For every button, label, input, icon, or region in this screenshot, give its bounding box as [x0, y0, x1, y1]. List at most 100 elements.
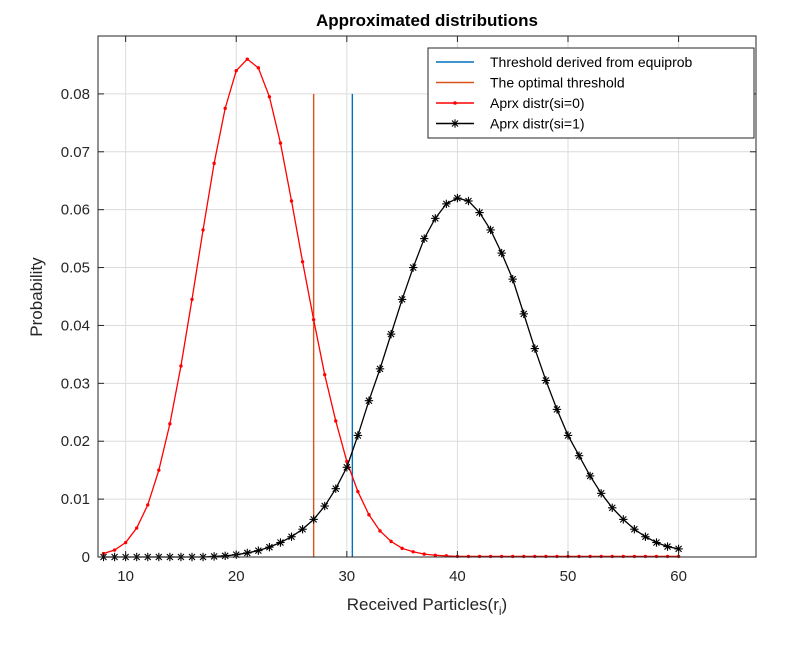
data-point	[267, 95, 272, 99]
data-point	[641, 532, 650, 541]
data-point	[311, 317, 316, 322]
data-point	[367, 513, 371, 517]
legend-item: Aprx distr(si=1)	[436, 116, 585, 132]
y-tick-label: 0.05	[61, 260, 90, 277]
y-tick-label: 0.08	[61, 86, 90, 103]
x-axis-label-subscript: i	[499, 604, 502, 618]
data-point	[323, 372, 327, 377]
data-point	[223, 106, 227, 111]
legend-label: Aprx distr(si=1)	[490, 116, 585, 132]
data-point	[179, 364, 183, 368]
ticks: 10 20 30 40 50 60 0 0.01 0.02 0.03 0.04 0.05 0.06 0.0…	[61, 36, 756, 585]
data-point	[254, 546, 263, 555]
legend: Threshold derived from equiprob The optim…	[427, 47, 755, 139]
data-point	[287, 532, 296, 541]
data-point	[342, 463, 352, 472]
data-point	[464, 196, 473, 206]
data-point	[563, 431, 573, 440]
data-point	[552, 405, 562, 414]
data-point	[619, 515, 628, 524]
legend-label: The optimal threshold	[490, 75, 625, 91]
x-axis-label: Received Particles(ri)	[347, 595, 507, 618]
legend-item: The optimal threshold	[436, 75, 625, 91]
x-tick-label: 40	[449, 568, 466, 585]
y-tick-label: 0.04	[61, 317, 90, 334]
data-point	[353, 431, 363, 440]
data-point	[135, 526, 139, 530]
data-point	[585, 471, 595, 481]
data-point	[209, 552, 219, 561]
data-point	[123, 540, 128, 545]
data-point	[408, 263, 418, 272]
data-point	[577, 554, 581, 559]
y-axis-label: Probability	[27, 257, 46, 337]
data-point	[453, 193, 462, 203]
data-point	[276, 538, 285, 547]
data-point	[466, 554, 471, 559]
data-point	[422, 552, 426, 556]
x-axis-label-main: Received Particles(r	[347, 595, 499, 614]
x-axis-label-suffix: )	[502, 595, 508, 614]
data-point	[431, 214, 440, 223]
x-tick-label: 30	[338, 568, 355, 585]
y-tick-label: 0.02	[61, 433, 90, 450]
data-point	[488, 554, 493, 559]
data-point	[533, 554, 537, 559]
data-point	[256, 66, 261, 70]
data-point	[300, 260, 305, 264]
data-point	[433, 553, 437, 557]
data-point	[190, 297, 194, 302]
data-point	[157, 468, 161, 472]
data-point	[541, 376, 551, 385]
x-tick-label: 50	[560, 568, 577, 585]
data-point	[345, 459, 349, 464]
data-point	[522, 554, 526, 559]
data-point	[334, 419, 338, 423]
data-point	[596, 489, 606, 498]
data-point	[608, 503, 617, 512]
data-point	[146, 503, 150, 507]
data-point	[508, 274, 517, 284]
x-tick-label: 60	[670, 568, 687, 585]
data-point	[386, 329, 396, 339]
legend-marker	[450, 119, 460, 128]
data-point	[475, 208, 484, 217]
data-point	[497, 248, 506, 258]
data-point	[442, 199, 451, 209]
data-point	[530, 344, 540, 353]
data-point	[477, 554, 482, 559]
plot-frame	[97, 35, 757, 558]
data-point	[519, 309, 528, 319]
data-point	[289, 199, 294, 203]
y-tick-label: 0.03	[61, 375, 90, 392]
data-point	[375, 364, 385, 374]
data-point	[665, 554, 670, 559]
data-point	[621, 554, 625, 559]
legend-label: Aprx distr(si=0)	[490, 95, 585, 111]
data-point	[420, 234, 429, 243]
data-point	[320, 501, 329, 511]
legend-label: Threshold derived from equiprob	[490, 54, 693, 70]
data-point	[588, 554, 592, 559]
data-point	[555, 554, 559, 559]
data-point	[610, 554, 614, 559]
data-point	[400, 546, 404, 551]
data-point	[364, 396, 374, 405]
data-point	[643, 554, 648, 559]
y-tick-label: 0.01	[61, 491, 90, 508]
x-tick-label: 20	[228, 568, 245, 585]
data-point	[397, 295, 407, 304]
data-point	[168, 422, 172, 426]
x-tick-label: 10	[117, 568, 134, 585]
data-point	[201, 228, 205, 232]
y-tick-label: 0.07	[61, 144, 90, 161]
data-point	[486, 225, 495, 235]
data-point	[212, 161, 216, 166]
data-point	[574, 451, 584, 460]
data-point	[243, 548, 252, 558]
data-point	[298, 525, 307, 534]
data-point	[511, 554, 515, 559]
data-point	[652, 538, 661, 547]
data-point	[234, 69, 238, 73]
